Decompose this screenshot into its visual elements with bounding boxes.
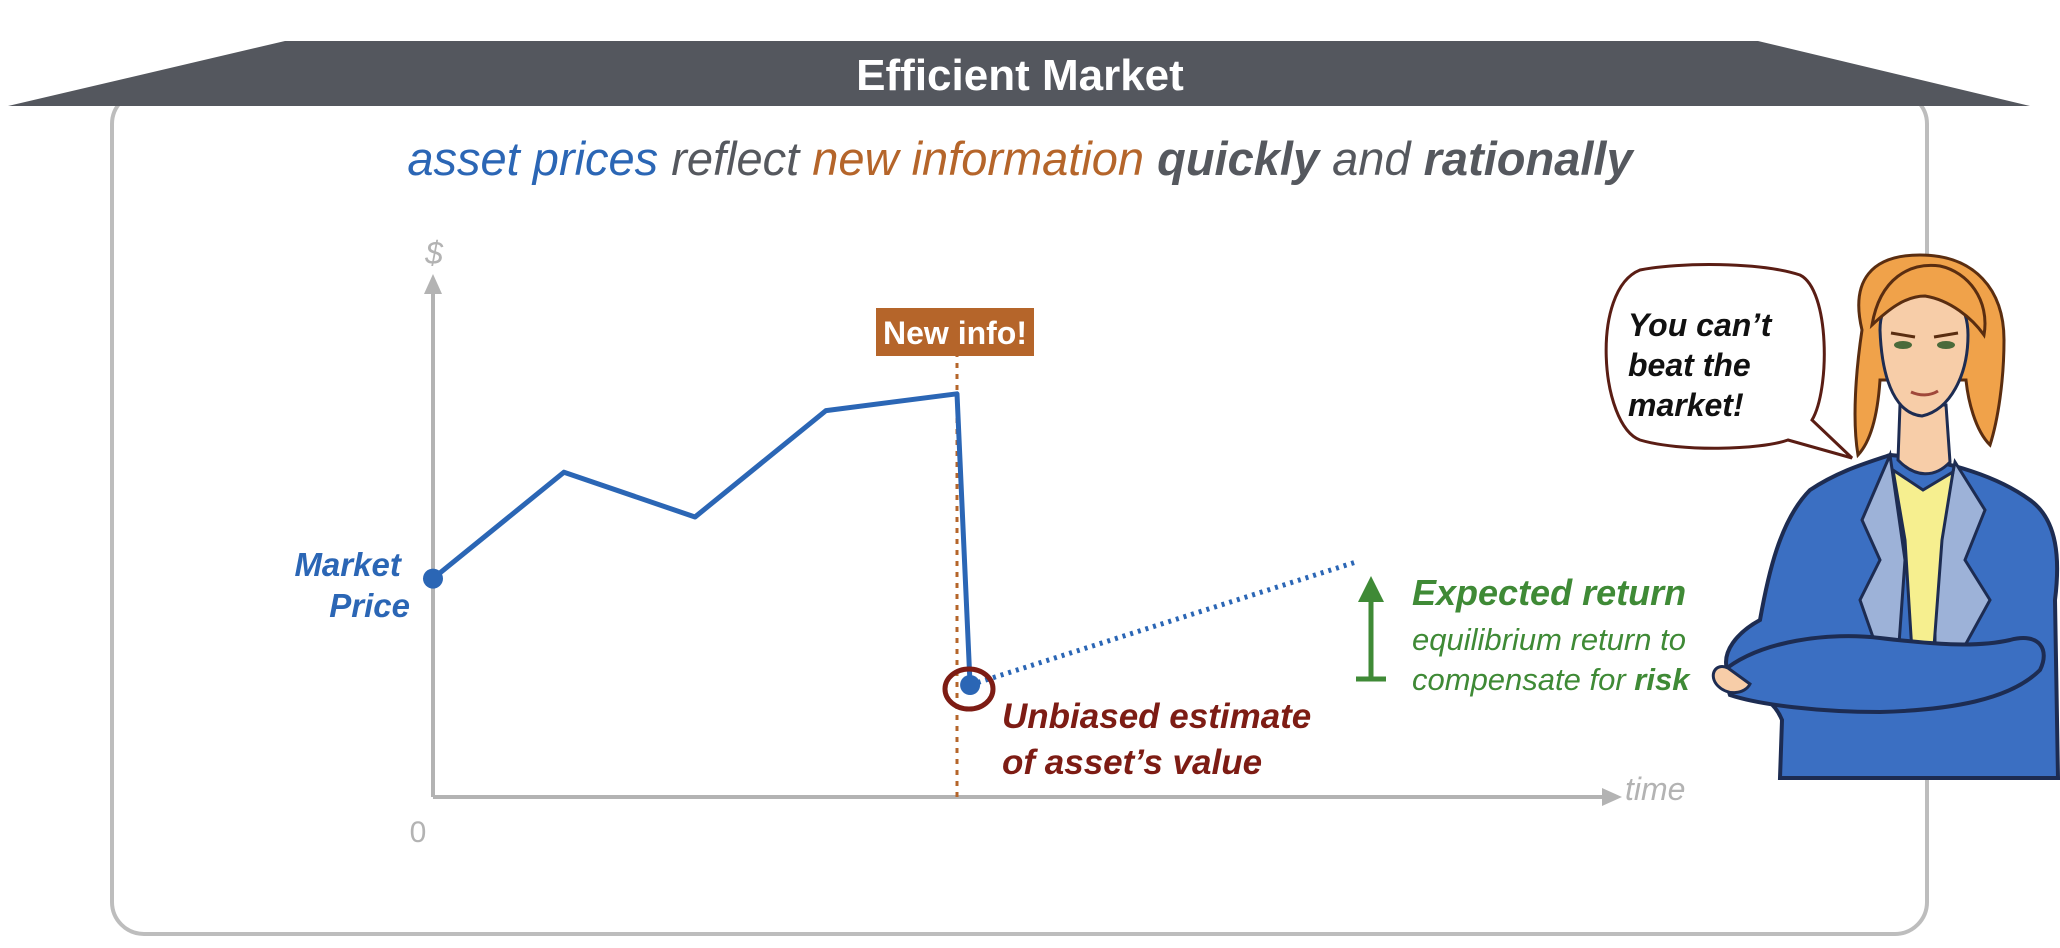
- equilibrium-return-line2: compensate for risk: [1412, 662, 1691, 697]
- speech-line3: market!: [1628, 387, 1744, 423]
- unbiased-estimate-line2: of asset’s value: [1002, 743, 1262, 782]
- equilibrium-return-line2-text: compensate for: [1412, 662, 1634, 697]
- title-banner: [8, 41, 2030, 106]
- market-price-new-info-point: [960, 675, 981, 695]
- unbiased-estimate-line1: Unbiased estimate: [1002, 697, 1311, 736]
- price-series: [423, 391, 1358, 695]
- speech-bubble-text: You can’t beat the market!: [1628, 307, 1780, 423]
- banner-title: Efficient Market: [856, 51, 1184, 100]
- headline-new-information: new information: [812, 132, 1144, 185]
- speech-line2: beat the: [1628, 347, 1751, 383]
- hair-bangs: [1869, 263, 1987, 339]
- right-eye: [1937, 341, 1955, 349]
- market-price-start-point: [423, 568, 443, 589]
- expected-return-path: [969, 559, 1358, 688]
- market-price-line: [431, 391, 973, 686]
- businesswoman-illustration: [1711, 253, 2060, 780]
- headline-quickly: quickly: [1144, 132, 1322, 185]
- estimate-highlight-ring: [942, 666, 996, 712]
- new-info-badge: [876, 308, 1034, 356]
- chart-axes: [431, 290, 1605, 799]
- new-info-label: New info!: [883, 315, 1027, 351]
- headline-asset-prices: asset prices: [407, 132, 658, 185]
- content-frame: [110, 90, 1929, 936]
- left-brow: [1890, 331, 1916, 339]
- crossed-arms: [1719, 634, 2046, 715]
- market-price-label-line1: Market: [294, 546, 402, 583]
- x-axis-label: time: [1625, 771, 1685, 807]
- headline: asset prices reflect new information qui…: [407, 132, 1635, 185]
- left-eye: [1894, 341, 1912, 349]
- risk-emphasis: risk: [1634, 662, 1691, 697]
- market-price-label: Market Price: [294, 546, 410, 624]
- x-axis-arrowhead: [1602, 788, 1622, 806]
- mouth: [1910, 389, 1939, 397]
- neck: [1896, 403, 1952, 476]
- equilibrium-return-text: equilibrium return to compensate for ris…: [1412, 622, 1695, 697]
- market-price-label-line2: Price: [329, 587, 410, 624]
- headline-and: and: [1319, 132, 1424, 185]
- y-axis-arrowhead: [424, 274, 442, 294]
- speech-line1: You can’t: [1628, 307, 1773, 343]
- unbiased-estimate-label: Unbiased estimate of asset’s value: [1002, 697, 1321, 782]
- y-axis-label: $: [424, 235, 444, 271]
- equilibrium-return-line1: equilibrium return to: [1412, 622, 1686, 657]
- right-brow: [1933, 331, 1959, 339]
- headline-rationally: rationally: [1424, 132, 1636, 185]
- expected-return-arrowhead: [1358, 576, 1384, 602]
- speech-bubble: [1604, 263, 1854, 460]
- expected-return-title: Expected return: [1412, 572, 1686, 613]
- headline-reflect: reflect: [658, 132, 812, 185]
- left-hand: [1711, 665, 1752, 694]
- blouse: [1890, 466, 1955, 702]
- origin-label: 0: [410, 816, 427, 849]
